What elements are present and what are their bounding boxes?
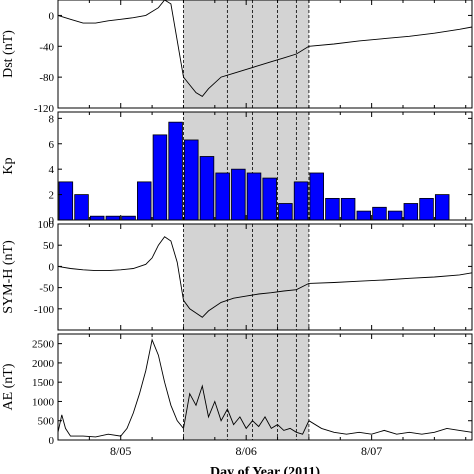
y-tick-label: 2000 bbox=[32, 358, 55, 370]
bar bbox=[356, 210, 372, 221]
shaded-interval bbox=[183, 0, 309, 108]
bar bbox=[293, 181, 309, 221]
y-axis-label: Dst (nT) bbox=[1, 30, 16, 78]
bar bbox=[105, 215, 121, 221]
bar bbox=[184, 139, 199, 221]
x-tick-label: 8/06 bbox=[236, 444, 257, 458]
bar bbox=[58, 181, 74, 221]
bar bbox=[74, 194, 89, 221]
y-tick-label: -40 bbox=[39, 41, 54, 53]
bar bbox=[121, 215, 136, 221]
y-tick-label: 2 bbox=[49, 190, 55, 202]
bar bbox=[403, 203, 419, 221]
bar bbox=[325, 197, 340, 221]
panel-frame bbox=[57, 0, 473, 109]
bar bbox=[434, 194, 450, 221]
bar bbox=[340, 197, 356, 221]
y-tick-label: 100 bbox=[38, 219, 55, 231]
bar bbox=[387, 210, 403, 221]
bar bbox=[372, 206, 387, 221]
x-tick-label: 8/05 bbox=[110, 444, 131, 458]
bar bbox=[309, 172, 324, 221]
y-tick-label: 1000 bbox=[32, 396, 55, 408]
bar bbox=[278, 203, 293, 221]
y-tick-label: 0 bbox=[49, 215, 55, 227]
bar bbox=[168, 121, 183, 221]
panel-1: -120 -80 -40 0 Dst (nT) bbox=[1, 0, 473, 115]
series-line bbox=[57, 338, 473, 438]
bar bbox=[246, 172, 262, 221]
y-tick-label: -80 bbox=[39, 72, 54, 84]
series-line bbox=[57, 0, 473, 97]
y-tick-label: 1500 bbox=[32, 377, 55, 389]
bar bbox=[89, 215, 105, 221]
y-tick-label: 0 bbox=[49, 261, 55, 273]
y-tick-label: 0 bbox=[49, 435, 55, 447]
bar bbox=[215, 172, 230, 221]
x-axis-label: Day of Year (2011) bbox=[210, 465, 320, 474]
y-axis-label: SYM-H (nT) bbox=[1, 240, 16, 314]
shaded-interval bbox=[183, 334, 309, 440]
panel-4: 0 500 1000 1500 2000 2500 AE (nT) 8/05 8/06 8/07 D… bbox=[1, 333, 473, 474]
y-tick-label: 6 bbox=[49, 139, 55, 151]
y-axis-label: AE (nT) bbox=[1, 363, 16, 410]
panel-frame bbox=[57, 223, 473, 331]
y-tick-label: 50 bbox=[43, 240, 55, 252]
bar bbox=[231, 168, 246, 221]
bar bbox=[152, 134, 168, 221]
series-line bbox=[57, 236, 473, 318]
x-tick-label: 8/07 bbox=[361, 444, 382, 458]
y-tick-label: -50 bbox=[39, 283, 54, 295]
bar bbox=[137, 181, 152, 221]
bar bbox=[262, 177, 277, 221]
y-tick-label: 4 bbox=[49, 164, 55, 176]
panel-2: 0 2 4 6 8 Kp bbox=[1, 111, 473, 227]
panel-frame bbox=[57, 333, 473, 441]
y-tick-label: 2500 bbox=[32, 339, 55, 351]
y-tick-label: 0 bbox=[49, 10, 55, 22]
panel-3: -100 -50 0 50 100 SYM-H (nT) bbox=[1, 219, 473, 331]
shaded-interval bbox=[183, 224, 309, 330]
y-tick-label: 500 bbox=[38, 416, 55, 428]
y-tick-label: -120 bbox=[34, 103, 55, 115]
y-tick-label: -100 bbox=[34, 304, 55, 316]
bar bbox=[199, 156, 215, 221]
y-tick-label: 8 bbox=[49, 113, 55, 125]
panel-frame bbox=[57, 111, 473, 221]
bar bbox=[419, 197, 434, 221]
y-axis-label: Kp bbox=[1, 157, 16, 174]
